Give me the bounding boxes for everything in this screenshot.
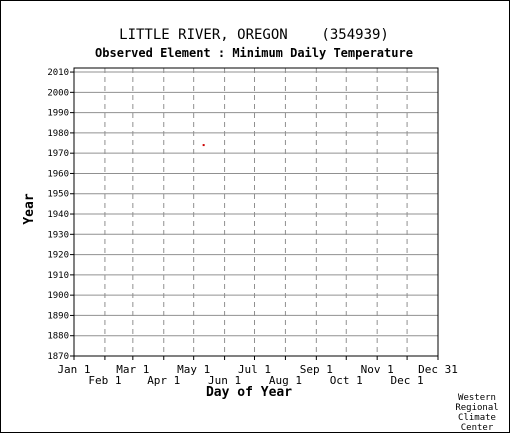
y-tick-label: 1930: [47, 230, 69, 240]
chart-subtitle: Observed Element : Minimum Daily Tempera…: [95, 46, 413, 60]
credit-line: Center: [461, 423, 494, 432]
y-tick-label: 1880: [47, 332, 69, 342]
data-points: [202, 144, 205, 147]
x-tick-label: Nov 1: [361, 363, 394, 376]
credit-line: Climate: [458, 413, 496, 423]
y-tick-label: 1990: [47, 109, 69, 119]
y-axis: 1870 1880 1890 1900 1910 1920 1930 1940 1950 1960…: [47, 68, 74, 362]
y-tick-label: 1980: [47, 129, 69, 139]
y-tick-label: 1870: [47, 352, 69, 362]
credit-line: Western: [458, 393, 496, 403]
x-tick-label: Dec 1: [391, 374, 424, 387]
x-tick-label: Jun 1: [208, 374, 241, 387]
x-tick-label: Aug 1: [269, 374, 302, 387]
y-tick-label: 1910: [47, 271, 69, 281]
y-axis-label: Year: [22, 193, 37, 224]
x-tick-label: Dec 31: [418, 363, 458, 376]
plot-area: [73, 67, 439, 357]
credit-line: Regional: [455, 403, 498, 413]
grid: [74, 68, 438, 357]
x-tick-label: Sep 1: [300, 363, 333, 376]
x-tick-label: Mar 1: [116, 363, 149, 376]
x-axis-label: Day of Year: [206, 385, 292, 400]
y-tick-label: 1920: [47, 251, 69, 261]
data-point: [202, 144, 205, 147]
y-tick-label: 1890: [47, 311, 69, 321]
x-tick-label: Jan 1: [57, 363, 90, 376]
y-tick-label: 1970: [47, 149, 69, 159]
y-tick-label: 1950: [47, 190, 69, 200]
x-tick-label: Apr 1: [147, 374, 180, 387]
y-tick-label: 1900: [47, 291, 69, 301]
chart-title: LITTLE RIVER, OREGON (354939): [119, 27, 389, 43]
y-tick-label: 2000: [47, 88, 69, 98]
x-tick-label: Feb 1: [88, 374, 121, 387]
x-tick-label: Jul 1: [238, 363, 271, 376]
x-tick-label: May 1: [177, 363, 210, 376]
y-tick-label: 2010: [47, 68, 69, 78]
credit-block: Western Regional Climate Center: [455, 393, 498, 432]
y-tick-label: 1960: [47, 169, 69, 179]
y-tick-label: 1940: [47, 210, 69, 220]
x-tick-label: Oct 1: [330, 374, 363, 387]
